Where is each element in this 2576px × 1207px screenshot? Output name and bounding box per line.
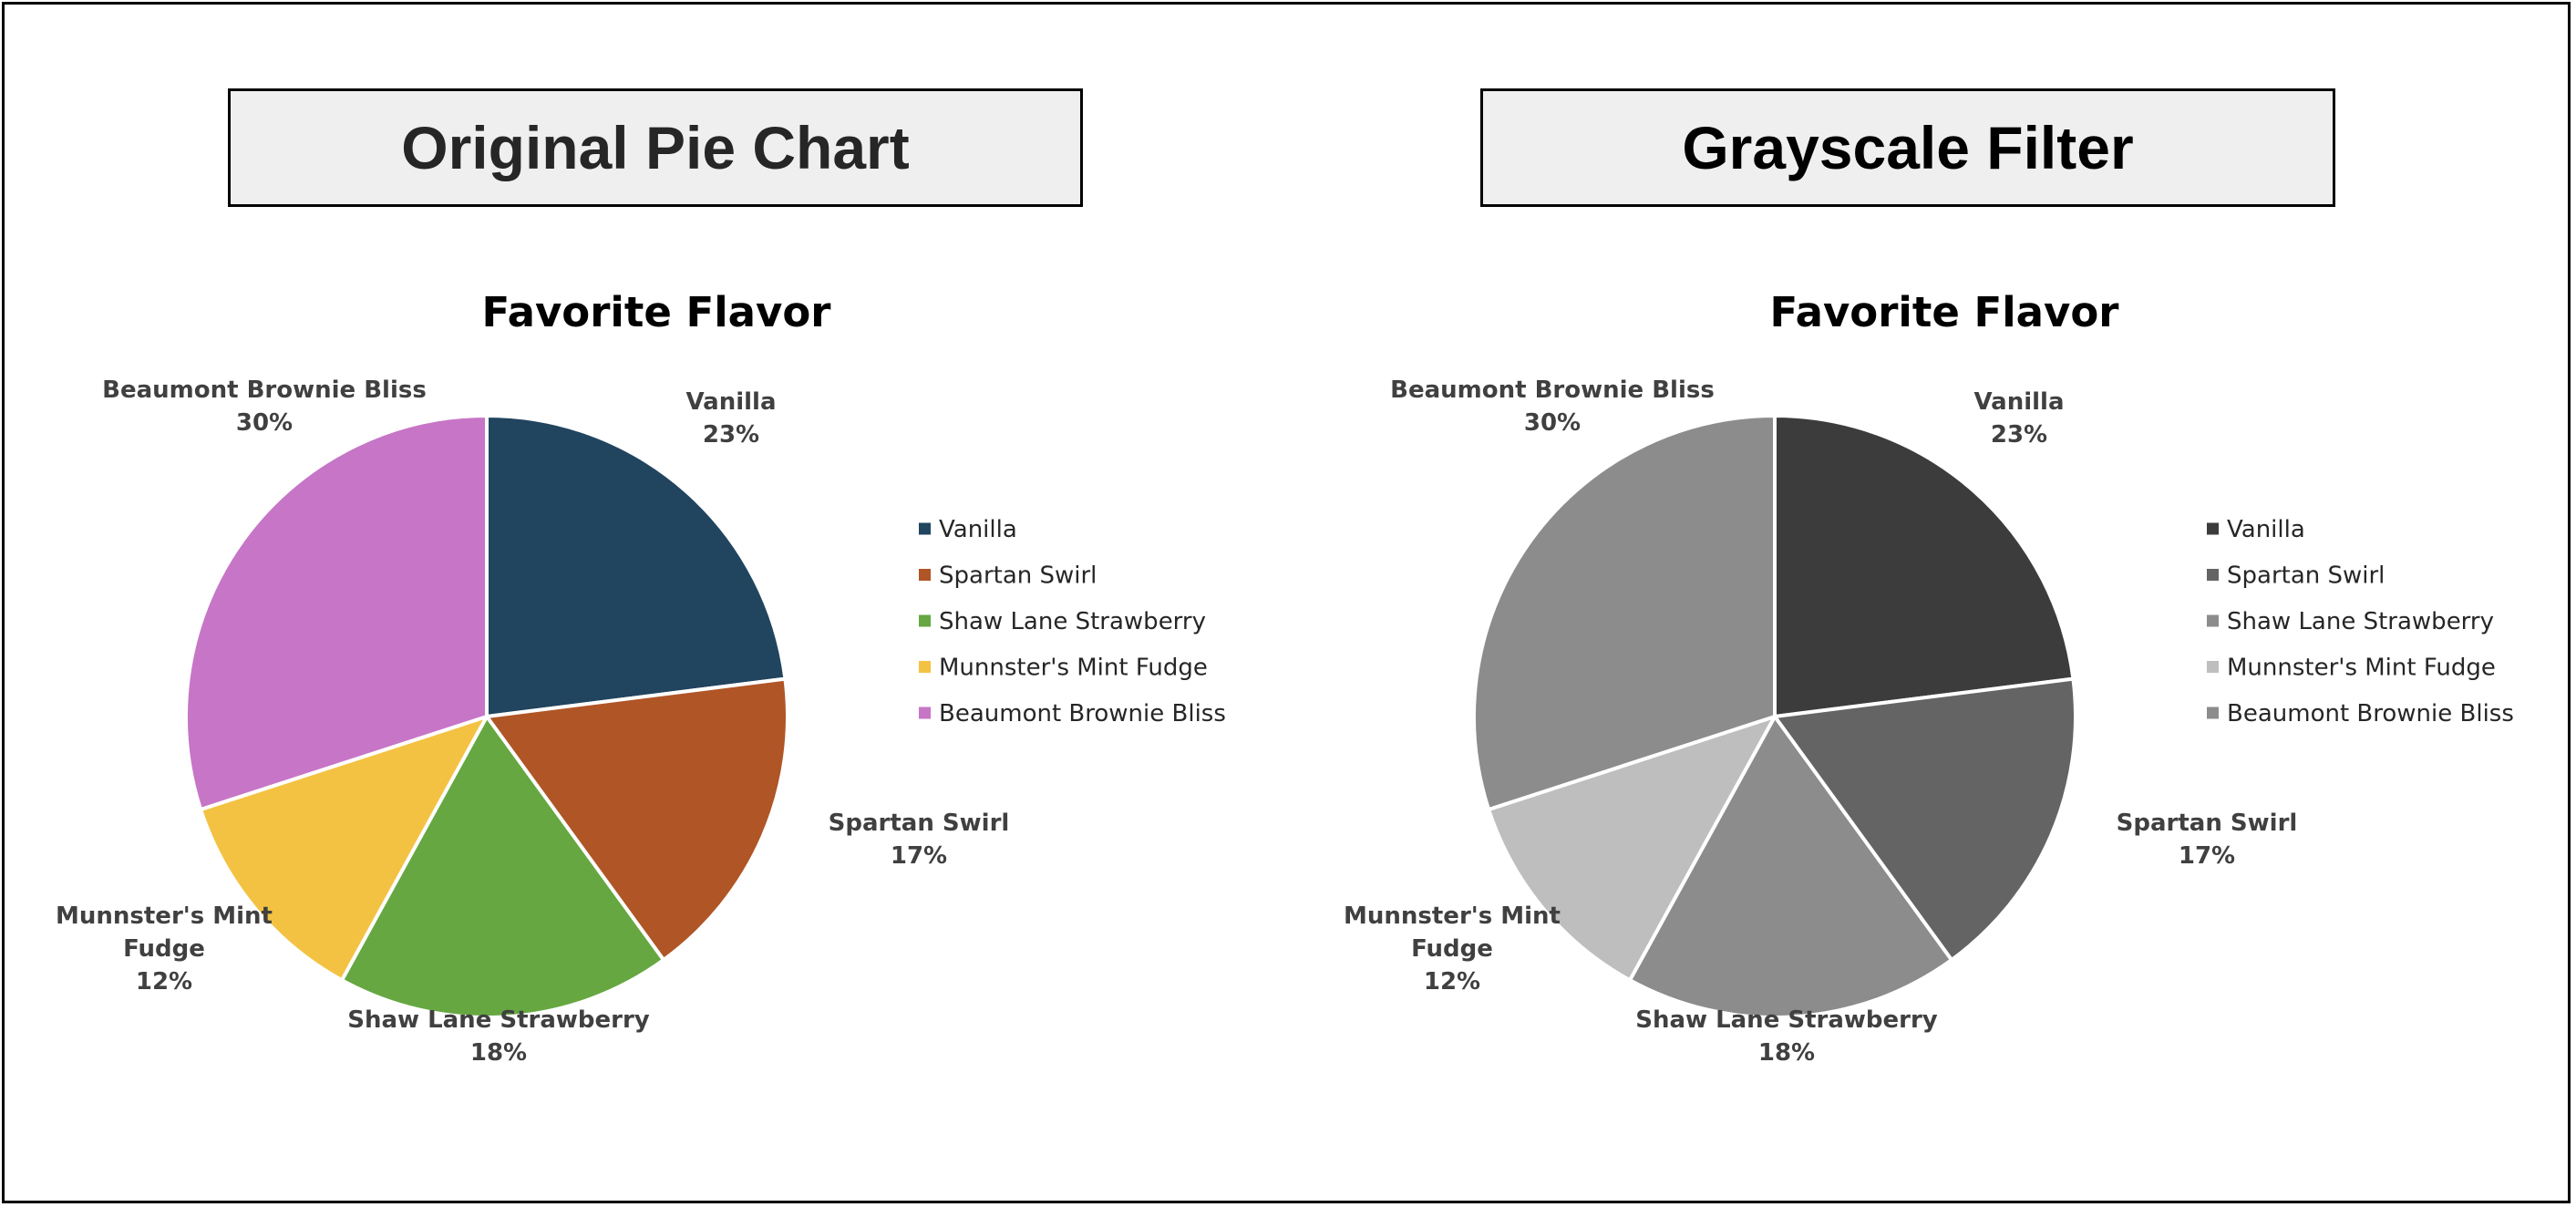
legend-label-spartan-swirl: Spartan Swirl: [939, 562, 1097, 590]
grayscale-heading: Grayscale Filter: [1682, 114, 2134, 181]
data-label-spartan-swirl: Spartan Swirl 17%: [2117, 810, 2298, 870]
grayscale-heading-box: Grayscale Filter: [1480, 88, 2335, 207]
data-label-shaw-lane-strawberry: Shaw Lane Strawberry 18%: [347, 1006, 650, 1067]
original-pie-chart: Favorite Flavor Vanilla 23% Spartan Swirl 17…: [56, 288, 1226, 1067]
legend-swatch-spartan-swirl: [919, 569, 931, 581]
original-heading-box: Original Pie Chart: [228, 88, 1083, 207]
legend-swatch-munnster-s-mint-fudge: [919, 661, 931, 673]
chart-title: Favorite Flavor: [481, 288, 831, 336]
pie-slice-beaumont-brownie-bliss: [1472, 414, 1777, 811]
pie-slice-spartan-swirl: [485, 676, 789, 962]
legend-swatch-vanilla: [2207, 522, 2219, 535]
data-label-vanilla: Vanilla 23%: [1973, 388, 2064, 449]
pie-slice-shaw-lane-strawberry: [1628, 715, 1953, 1019]
data-label-munnster-s-mint-fudge: Munnster's Mint Fudge 12%: [56, 903, 273, 996]
legend-label-beaumont-brownie-bliss: Beaumont Brownie Bliss: [939, 700, 1226, 727]
legend-label-spartan-swirl: Spartan Swirl: [2227, 562, 2385, 590]
grayscale-panel: Grayscale Filter Favorite Flavor Vanilla 2…: [1288, 0, 2576, 1207]
legend-swatch-spartan-swirl: [2207, 569, 2219, 581]
legend-swatch-vanilla: [919, 522, 931, 535]
data-label-munnster-s-mint-fudge: Munnster's Mint Fudge 12%: [1344, 903, 1561, 996]
data-label-spartan-swirl: Spartan Swirl 17%: [829, 810, 1010, 870]
data-label-beaumont-brownie-bliss: Beaumont Brownie Bliss 30%: [1390, 377, 1715, 437]
legend-swatch-beaumont-brownie-bliss: [2207, 707, 2219, 719]
legend: Vanilla Spartan Swirl Shaw Lane Strawberry…: [2207, 516, 2514, 727]
original-panel: Original Pie Chart Favorite Flavor Vanill…: [56, 88, 1226, 1067]
legend-label-shaw-lane-strawberry: Shaw Lane Strawberry: [2227, 608, 2494, 635]
pie-slice-vanilla: [1773, 414, 2076, 718]
pie-slice-munnster-s-mint-fudge: [1487, 715, 1777, 983]
grayscale-pie-chart: Favorite Flavor Vanilla 23% Spartan Swirl 17…: [1344, 288, 2514, 1067]
data-label-shaw-lane-strawberry: Shaw Lane Strawberry 18%: [1635, 1006, 1938, 1067]
legend-label-munnster-s-mint-fudge: Munnster's Mint Fudge: [2227, 655, 2496, 682]
data-label-beaumont-brownie-bliss: Beaumont Brownie Bliss 30%: [102, 377, 427, 437]
legend-swatch-shaw-lane-strawberry: [2207, 614, 2219, 627]
legend: Vanilla Spartan Swirl Shaw Lane Strawberry…: [919, 516, 1226, 727]
legend-swatch-munnster-s-mint-fudge: [2207, 661, 2219, 673]
pie-slice-shaw-lane-strawberry: [340, 715, 665, 1019]
legend-label-shaw-lane-strawberry: Shaw Lane Strawberry: [939, 608, 1206, 635]
legend-swatch-beaumont-brownie-bliss: [919, 707, 931, 719]
legend-label-beaumont-brownie-bliss: Beaumont Brownie Bliss: [2227, 700, 2514, 727]
pie-slices: [1472, 414, 2077, 1019]
legend-swatch-shaw-lane-strawberry: [919, 614, 931, 627]
pie-slices: [184, 414, 789, 1019]
pie-slice-munnster-s-mint-fudge: [199, 715, 489, 983]
legend-label-vanilla: Vanilla: [939, 516, 1017, 543]
original-heading: Original Pie Chart: [401, 114, 910, 181]
legend-label-munnster-s-mint-fudge: Munnster's Mint Fudge: [939, 655, 1208, 682]
pie-slice-spartan-swirl: [1773, 676, 2077, 962]
pie-slice-vanilla: [485, 414, 788, 718]
pie-slice-beaumont-brownie-bliss: [184, 414, 489, 811]
legend-label-vanilla: Vanilla: [2227, 516, 2305, 543]
chart-title: Favorite Flavor: [1769, 288, 2119, 336]
data-label-vanilla: Vanilla 23%: [685, 388, 776, 449]
